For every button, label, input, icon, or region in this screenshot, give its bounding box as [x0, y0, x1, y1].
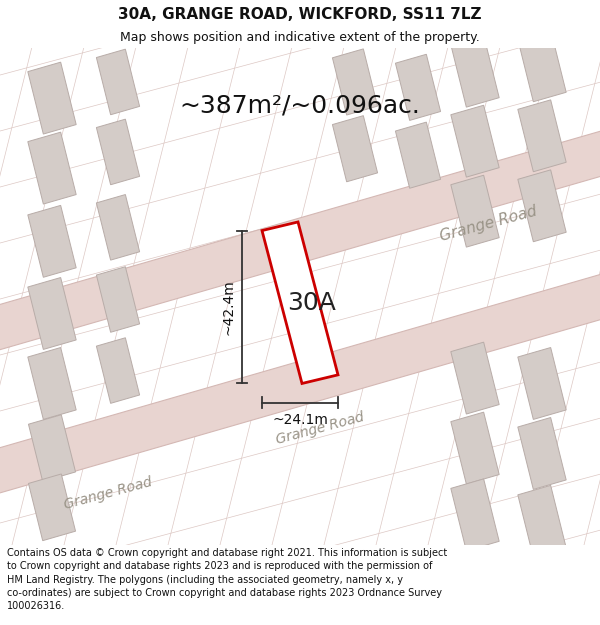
Polygon shape — [0, 102, 600, 364]
Polygon shape — [451, 35, 499, 107]
Text: 30A, GRANGE ROAD, WICKFORD, SS11 7LZ: 30A, GRANGE ROAD, WICKFORD, SS11 7LZ — [118, 7, 482, 22]
Polygon shape — [451, 342, 499, 414]
Text: Map shows position and indicative extent of the property.: Map shows position and indicative extent… — [120, 31, 480, 44]
Polygon shape — [451, 412, 499, 484]
Polygon shape — [451, 105, 499, 177]
Polygon shape — [518, 486, 566, 558]
Polygon shape — [97, 194, 140, 260]
Polygon shape — [518, 348, 566, 419]
Polygon shape — [28, 62, 76, 134]
Polygon shape — [451, 175, 499, 247]
Polygon shape — [28, 415, 76, 481]
Polygon shape — [262, 222, 338, 384]
Text: ~24.1m: ~24.1m — [272, 413, 328, 427]
Polygon shape — [395, 54, 440, 121]
Polygon shape — [28, 474, 76, 541]
Text: Grange Road: Grange Road — [438, 204, 538, 244]
Polygon shape — [518, 170, 566, 242]
Text: ~42.4m: ~42.4m — [221, 279, 235, 335]
Polygon shape — [518, 30, 566, 102]
Polygon shape — [395, 122, 440, 188]
Polygon shape — [518, 100, 566, 172]
Polygon shape — [28, 348, 76, 419]
Text: Contains OS data © Crown copyright and database right 2021. This information is : Contains OS data © Crown copyright and d… — [7, 548, 448, 611]
Text: Grange Road: Grange Road — [62, 475, 154, 512]
Polygon shape — [97, 338, 140, 403]
Polygon shape — [28, 132, 76, 204]
Text: ~387m²/~0.096ac.: ~387m²/~0.096ac. — [179, 94, 421, 118]
Polygon shape — [97, 49, 140, 115]
Text: 30A: 30A — [287, 291, 337, 315]
Polygon shape — [0, 246, 600, 508]
Polygon shape — [332, 116, 377, 182]
Text: Grange Road: Grange Road — [274, 410, 365, 447]
Polygon shape — [28, 206, 76, 278]
Polygon shape — [97, 267, 140, 332]
Polygon shape — [28, 278, 76, 349]
Polygon shape — [518, 418, 566, 489]
Polygon shape — [97, 119, 140, 185]
Polygon shape — [451, 479, 499, 551]
Polygon shape — [332, 49, 377, 115]
